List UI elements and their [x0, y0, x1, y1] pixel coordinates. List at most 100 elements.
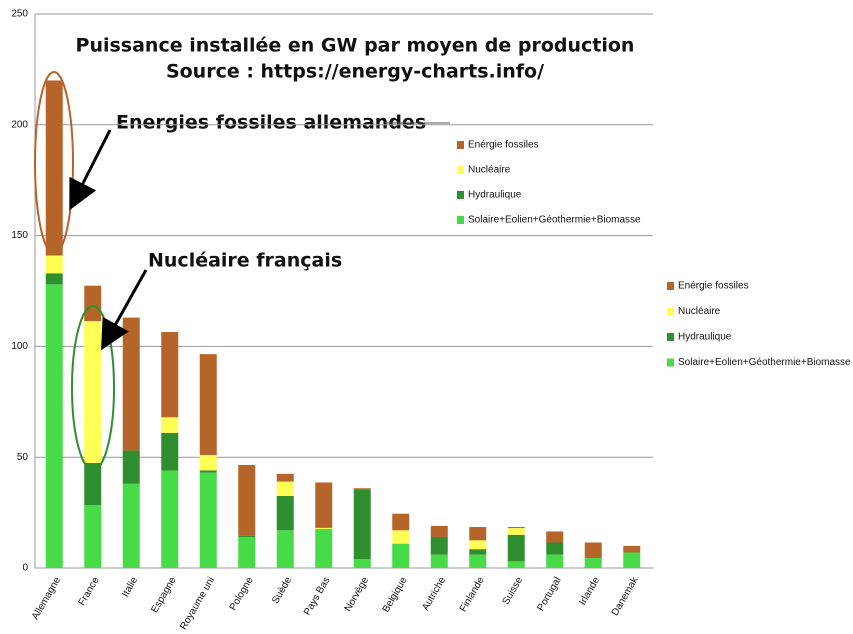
x-tick-label: Royaume uni	[178, 575, 217, 632]
bar-segment	[122, 450, 140, 484]
bar-segment	[353, 559, 371, 568]
bar-segment	[276, 473, 294, 482]
legend-label: Enérgie fossiles	[678, 281, 749, 292]
bar-segment	[161, 331, 179, 418]
legend-swatch	[667, 358, 674, 367]
bar-segment	[84, 285, 102, 322]
x-tick-label: Irlande	[577, 575, 602, 607]
bar-segment	[276, 530, 294, 568]
chart-title: Puissance installée en GW par moyen de p…	[76, 35, 635, 57]
legend-label: Solaire+Eolien+Géothermie+Biomasse	[468, 215, 641, 226]
bar-segment	[469, 527, 487, 541]
x-tick-label: Suisse	[501, 575, 526, 607]
bar-segment	[507, 534, 525, 562]
bar-segment	[84, 505, 102, 568]
bar-segment	[199, 472, 217, 568]
bar-segment	[392, 543, 410, 568]
arrow	[101, 269, 148, 351]
bar-segment	[161, 470, 179, 568]
legend-label: Enérgie fossiles	[468, 140, 539, 151]
bar-segment	[238, 535, 256, 537]
legend-swatch	[457, 191, 464, 199]
bar-segment	[584, 558, 602, 568]
bar-segment	[315, 527, 333, 529]
x-tick-label: France	[77, 575, 102, 608]
chart-subtitle: Source : https://energy-charts.info/	[166, 61, 544, 83]
bar-segment	[584, 542, 602, 559]
bar-segment	[199, 470, 217, 473]
x-tick-label: Norvège	[343, 575, 372, 614]
bar-segment	[122, 483, 140, 568]
x-tick-label: Portugal	[535, 575, 563, 613]
bar-segment	[392, 530, 410, 544]
legend-swatch	[667, 333, 674, 341]
x-tick-label: Allemagne	[30, 575, 63, 622]
x-tick-label: Suède	[270, 575, 294, 606]
bar-segment	[546, 542, 564, 555]
bar-segment	[238, 536, 256, 568]
bar-segment	[430, 536, 448, 555]
y-tick-label: 250	[11, 9, 28, 20]
legend-label: Hydraulique	[468, 190, 522, 201]
y-tick-label: 50	[17, 452, 29, 463]
x-tick-label: Autriche	[420, 575, 448, 613]
x-tick-label: Danemak	[610, 574, 641, 617]
legend-swatch	[457, 141, 464, 149]
legend-label: Nucléaire	[468, 165, 511, 176]
bar-segment	[392, 513, 410, 531]
bar-segment	[238, 464, 256, 536]
legend-swatch	[667, 282, 674, 290]
legend-swatch	[457, 216, 464, 224]
y-tick-label: 100	[11, 341, 28, 352]
legend-label: Nucléaire	[678, 306, 721, 317]
bar-segment	[546, 554, 564, 568]
bar-segment	[430, 554, 448, 568]
legend-label: Hydraulique	[678, 332, 732, 343]
y-tick-label: 0	[22, 563, 28, 574]
highlight	[34, 71, 74, 255]
bar-segment	[546, 531, 564, 543]
x-tick-label: Espagne	[149, 575, 178, 615]
annotation: Nucléaire français	[148, 250, 342, 272]
bar-segment	[45, 284, 63, 568]
bar-segment	[84, 462, 102, 506]
bar-segment	[45, 255, 63, 274]
bar-segment	[507, 561, 525, 568]
annotation: Energies fossiles allemandes	[116, 112, 426, 134]
bar-segment	[469, 549, 487, 555]
y-tick-label: 200	[11, 119, 28, 130]
bar-segment	[276, 481, 294, 496]
bar-segment	[469, 540, 487, 550]
bar-segment	[84, 321, 102, 463]
x-tick-label: Belgique	[381, 575, 410, 615]
bar-segment	[623, 545, 641, 553]
bar-segment	[199, 354, 217, 455]
bar-segment	[315, 528, 333, 568]
x-tick-label: Pays Bas	[302, 575, 333, 617]
bar-segment	[45, 80, 63, 256]
bar-segment	[122, 317, 140, 451]
bar-segment	[276, 495, 294, 531]
highlight	[71, 305, 115, 471]
bar-segment	[161, 432, 179, 471]
legend-label: Solaire+Eolien+Géothermie+Biomasse	[678, 357, 851, 368]
x-tick-label: Italie	[120, 575, 140, 599]
y-tick-label: 150	[11, 230, 28, 241]
bar-segment	[353, 488, 371, 490]
bar-segment	[430, 525, 448, 537]
bar-segment	[623, 552, 641, 568]
bar-segment	[199, 454, 217, 471]
bar-segment	[507, 528, 525, 535]
marks: 0 50 100 150 200 250 Allemagne France Italie Espa…	[11, 9, 851, 632]
legend-swatch	[457, 166, 464, 174]
bar-segment	[161, 417, 179, 433]
arrow	[69, 129, 112, 211]
bar-segment	[353, 489, 371, 560]
bar-segment	[507, 527, 525, 529]
legend-swatch	[667, 307, 674, 316]
bar-segment	[45, 273, 63, 285]
x-tick-label: Pologne	[228, 575, 256, 613]
bar-segment	[469, 554, 487, 568]
bar-segment	[315, 482, 333, 528]
